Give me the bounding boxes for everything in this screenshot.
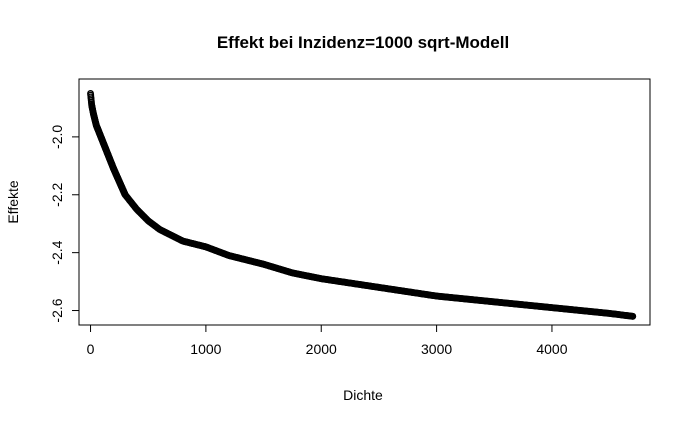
x-tick-label: 1000 xyxy=(190,341,221,357)
x-tick-label: 4000 xyxy=(536,341,567,357)
data-points xyxy=(87,90,637,320)
x-tick-label: 2000 xyxy=(306,341,337,357)
x-tick-label: 0 xyxy=(87,341,95,357)
data-point xyxy=(629,312,637,320)
y-tick-label: -2.4 xyxy=(49,240,65,264)
y-axis-label: Effekte xyxy=(5,180,21,224)
y-tick-label: -2.6 xyxy=(49,298,65,322)
x-tick-label: 3000 xyxy=(421,341,452,357)
x-axis: 0 1000 2000 3000 4000 xyxy=(87,324,568,357)
chart-title: Effekt bei Inzidenz=1000 sqrt-Modell xyxy=(217,33,509,52)
y-tick-label: -2.0 xyxy=(49,125,65,149)
y-axis: -2.6 -2.4 -2.2 -2.0 xyxy=(49,125,80,323)
x-axis-label: Dichte xyxy=(343,387,383,403)
y-tick-label: -2.2 xyxy=(49,182,65,206)
